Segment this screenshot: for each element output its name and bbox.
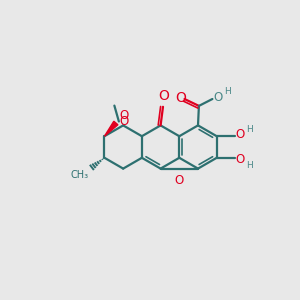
Text: O: O [120, 115, 129, 128]
Text: H: H [224, 87, 231, 96]
Text: O: O [176, 91, 186, 105]
Text: O: O [236, 128, 245, 142]
Text: CH₃: CH₃ [71, 170, 89, 180]
Text: O: O [158, 89, 169, 103]
Text: O: O [213, 91, 223, 104]
Text: O: O [119, 110, 128, 122]
Text: O: O [175, 174, 184, 187]
Text: H: H [246, 161, 253, 170]
Text: H: H [246, 125, 253, 134]
Polygon shape [104, 121, 118, 136]
Text: O: O [236, 152, 245, 166]
